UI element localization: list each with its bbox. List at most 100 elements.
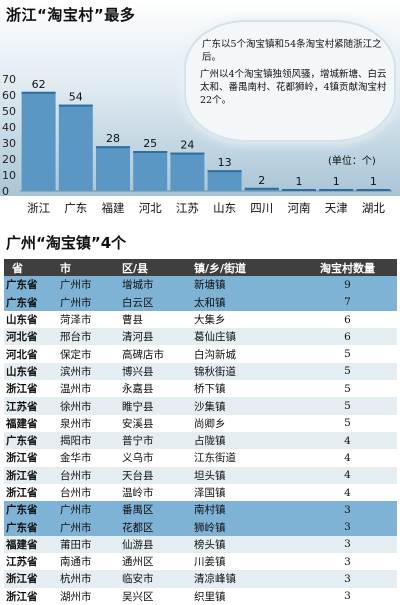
cell-town: 狮岭镇 xyxy=(194,521,226,534)
cell-city: 广州市 xyxy=(60,296,92,309)
table-header-row: 省 市 区/县 镇/乡/街道 淘宝村数量 xyxy=(4,259,397,277)
x-tick-label: 四川 xyxy=(250,201,273,215)
cell-city: 金华市 xyxy=(60,452,92,465)
chart-title: 浙江“淘宝村”最多 xyxy=(6,6,136,24)
cell-city: 徐州市 xyxy=(60,400,92,413)
x-tick-label: 天津 xyxy=(325,201,348,215)
cell-count: 3 xyxy=(344,572,351,585)
table-row: 山东省 滨州市 博兴县 锦秋街道 5 xyxy=(4,362,397,381)
header-city: 市 xyxy=(60,261,71,275)
cell-count: 9 xyxy=(344,278,351,291)
cell-province: 浙江省 xyxy=(6,383,38,396)
cell-city: 广州市 xyxy=(60,279,92,292)
cell-town: 占陇镇 xyxy=(194,435,226,448)
cell-town: 桥下镇 xyxy=(194,383,226,396)
header-district: 区/县 xyxy=(122,261,149,275)
taobao-town-table: 省 市 区/县 镇/乡/街道 淘宝村数量 广东省 广州市 增城市 新塘镇 9 广东省 广州市… xyxy=(4,259,397,605)
cell-district: 临安市 xyxy=(122,573,154,586)
cell-province: 浙江省 xyxy=(6,573,38,586)
cell-district: 清河县 xyxy=(122,331,154,344)
cell-province: 广东省 xyxy=(6,435,38,448)
cell-district: 安溪县 xyxy=(122,417,154,430)
table-row: 福建省 泉州市 安溪县 尚卿乡 5 xyxy=(4,414,397,432)
table-row: 浙江省 杭州市 临安市 清凉峰镇 3 xyxy=(4,570,397,588)
cell-town: 泽国镇 xyxy=(194,487,226,499)
y-tick-label: 20 xyxy=(2,153,16,166)
cell-province: 福建省 xyxy=(6,417,38,430)
y-tick-label: 10 xyxy=(2,169,16,182)
x-tick-label: 福建 xyxy=(102,201,125,215)
cell-province: 江苏省 xyxy=(6,556,38,569)
y-tick-label: 70 xyxy=(2,73,16,86)
table-row: 浙江省 台州市 天台县 坦头镇 4 xyxy=(4,466,397,484)
cell-count: 4 xyxy=(344,469,351,482)
y-tick-label: 50 xyxy=(2,105,16,118)
cell-district: 普宁市 xyxy=(122,435,154,448)
cell-province: 浙江省 xyxy=(6,469,38,482)
bar xyxy=(96,146,130,191)
table-row: 广东省 广州市 增城市 新塘镇 9 xyxy=(4,276,397,294)
cell-province: 浙江省 xyxy=(6,590,38,603)
table-row: 福建省 莆田市 仙游县 榜头镇 3 xyxy=(4,535,397,554)
cell-town: 织里镇 xyxy=(194,590,226,603)
cell-town: 江东街道 xyxy=(194,452,236,465)
callout-bubble: 广东以5个淘宝镇和54条淘宝村紧随浙江之后。 广州以4个淘宝镇独领风骚，增城新塘… xyxy=(186,22,394,140)
y-tick-label: 60 xyxy=(2,89,16,102)
x-tick-label: 山东 xyxy=(213,201,236,215)
cell-district: 曹县 xyxy=(122,314,143,327)
data-label: 1 xyxy=(296,175,303,188)
table-title: 广州“淘宝镇”4个 xyxy=(6,234,127,252)
cell-city: 台州市 xyxy=(60,469,92,482)
unit-label: (单位：个) xyxy=(328,156,376,167)
cell-town: 坦头镇 xyxy=(194,469,226,482)
cell-district: 仙游县 xyxy=(122,538,154,551)
x-tick-label: 广东 xyxy=(64,201,87,215)
cell-count: 5 xyxy=(344,365,351,378)
cell-town: 白沟新城 xyxy=(194,348,236,361)
cell-count: 6 xyxy=(344,313,351,326)
bar-cap xyxy=(170,152,205,155)
cell-count: 4 xyxy=(344,486,351,499)
cell-town: 太和镇 xyxy=(194,296,226,309)
cell-city: 菏泽市 xyxy=(60,314,92,327)
data-label: 2 xyxy=(258,174,265,187)
bar xyxy=(170,152,205,191)
cell-count: 3 xyxy=(344,521,351,534)
cell-province: 河北省 xyxy=(6,348,38,361)
cell-count: 5 xyxy=(344,348,351,361)
header-province: 省 xyxy=(12,261,23,275)
table-row: 山东省 菏泽市 曹县 大集乡 6 xyxy=(4,310,397,329)
cell-city: 保定市 xyxy=(60,348,92,361)
table-row: 河北省 保定市 高碑店市 白沟新城 5 xyxy=(4,345,397,363)
cell-district: 番禺区 xyxy=(122,504,154,517)
bar-cap xyxy=(356,189,391,191)
x-tick-label: 河北 xyxy=(139,201,162,215)
data-label: 1 xyxy=(333,175,340,188)
bar-cap xyxy=(21,91,56,94)
cell-town: 大集乡 xyxy=(194,314,226,327)
cell-count: 5 xyxy=(344,400,351,413)
cell-town: 川姜镇 xyxy=(194,556,226,569)
cell-town: 尚卿乡 xyxy=(194,417,226,430)
cell-city: 湖州市 xyxy=(60,590,92,603)
table-row: 浙江省 台州市 温岭市 泽国镇 4 xyxy=(4,483,397,502)
data-label: 54 xyxy=(69,91,83,104)
table-row: 江苏省 徐州市 睢宁县 沙集镇 5 xyxy=(4,397,397,415)
cell-district: 增城市 xyxy=(122,279,154,292)
cell-province: 浙江省 xyxy=(6,487,38,499)
cell-count: 3 xyxy=(344,538,351,551)
cell-count: 4 xyxy=(344,451,351,464)
cell-district: 温岭市 xyxy=(122,487,154,499)
cell-town: 南村镇 xyxy=(194,504,226,517)
callout-text-1: 广东以5个淘宝镇和54条淘宝村紧随浙江之后。 xyxy=(202,39,382,63)
cell-province: 福建省 xyxy=(6,538,38,551)
cell-count: 4 xyxy=(344,434,351,447)
cell-town: 清凉峰镇 xyxy=(194,573,236,586)
cell-district: 通州区 xyxy=(122,556,154,569)
bar-cap xyxy=(96,146,130,149)
cell-district: 天台县 xyxy=(122,469,154,482)
bar-cap xyxy=(282,189,316,191)
cell-district: 吴兴区 xyxy=(122,590,154,603)
cell-city: 邢台市 xyxy=(60,331,92,344)
data-label: 1 xyxy=(370,175,377,188)
